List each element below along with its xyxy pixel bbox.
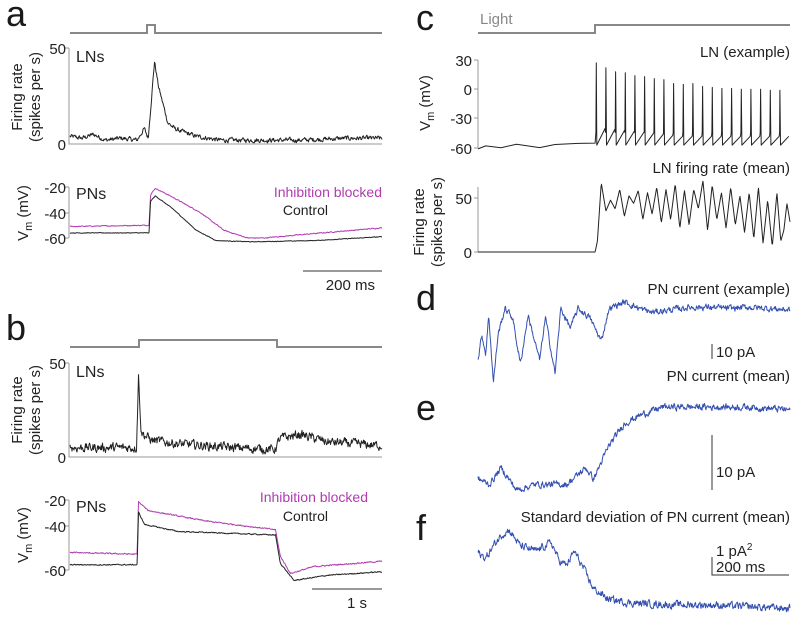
- panel-label-a: a: [6, 0, 27, 34]
- y-axis-label: Vm (mV): [15, 185, 35, 241]
- scale-bar-label: 200 ms: [326, 277, 375, 294]
- scale-bar-label: 200 ms: [716, 559, 765, 576]
- trace-inhibition-blocked: [69, 188, 383, 239]
- tick-label: 0: [58, 450, 66, 467]
- y-axis-label: Firing rate: [9, 376, 26, 444]
- trace-ln-membrane-potential: [477, 62, 790, 150]
- plot-title: PN current (example): [647, 281, 790, 298]
- trace-ln-firing-rate: [69, 374, 383, 455]
- trace-ln-firing-rate: [69, 61, 383, 144]
- scale-bar-label: 10 pA: [716, 344, 755, 361]
- trace-inhibition-blocked: [69, 501, 383, 574]
- panel-label-d: d: [416, 277, 436, 318]
- series-b-ln: [69, 374, 383, 455]
- legend-control: Control: [283, 202, 328, 218]
- panel-label-e: e: [416, 387, 436, 428]
- tick-label: -60: [450, 141, 472, 158]
- tick-label: 30: [455, 53, 472, 70]
- plot-title: PNs: [76, 499, 106, 516]
- plot-title: LN firing rate (mean): [652, 160, 790, 177]
- tick-label: 50: [49, 41, 66, 58]
- tick-label: 50: [455, 191, 472, 208]
- stimulus-trace-a: [70, 24, 382, 34]
- y-axis-label: Firing rate: [411, 188, 428, 256]
- tick-label: 0: [464, 82, 472, 99]
- trace-ln-firing-rate: [478, 180, 791, 253]
- series-b-pn: [69, 501, 383, 582]
- series-a-pn: [69, 188, 383, 243]
- stimulus-trace-b: [70, 339, 382, 348]
- axis-a-pn: [65, 186, 70, 239]
- tick-label: 50: [49, 356, 66, 373]
- y-axis-label: Vm (mV): [15, 507, 35, 563]
- plot-title: Standard deviation of PN current (mean): [521, 509, 790, 526]
- series-c-fr: [478, 180, 791, 253]
- axis-b-ln: [65, 362, 382, 458]
- axis-c-fr: [474, 187, 479, 253]
- panel-label-b: b: [6, 307, 26, 348]
- scale-bar-label: 1 s: [347, 595, 367, 612]
- series-c-vm: [477, 62, 790, 150]
- y-axis-label: Vm (mV): [417, 75, 437, 131]
- axis-b-pn: [65, 499, 70, 571]
- plot-title: PNs: [76, 186, 106, 203]
- tick-label: -20: [44, 180, 66, 197]
- y-axis-label: (spikes per s): [429, 177, 446, 267]
- y-axis-label: (spikes per s): [27, 52, 44, 142]
- plot-title: LNs: [76, 364, 104, 381]
- panel-label-c: c: [416, 0, 434, 38]
- series-d: [477, 299, 791, 383]
- trace-pn-current: [477, 299, 791, 383]
- series-f: [477, 528, 791, 613]
- panel-label-f: f: [416, 507, 427, 548]
- trace-control: [69, 195, 383, 243]
- light-label: Light: [480, 11, 513, 28]
- axis-c-vm: [474, 59, 479, 149]
- scale-bar-label: 10 pA: [716, 464, 755, 481]
- scale-bar-f: [711, 557, 789, 576]
- tick-label: -40: [44, 519, 66, 536]
- tick-label: -20: [44, 493, 66, 510]
- y-axis-label: Firing rate: [9, 63, 26, 131]
- trace-control: [69, 511, 382, 582]
- tick-label: -40: [44, 206, 66, 223]
- plot-title: PN current (mean): [667, 368, 790, 385]
- light-stimulus-trace: [478, 24, 790, 34]
- scale-bar-label: 1 pA2: [716, 542, 753, 560]
- legend-inhibition-blocked: Inhibition blocked: [260, 489, 368, 505]
- legend-inhibition-blocked: Inhibition blocked: [274, 184, 382, 200]
- tick-label: 0: [464, 245, 472, 262]
- tick-label: -60: [44, 231, 66, 248]
- axis-a-ln: [65, 47, 382, 145]
- plot-title: LNs: [76, 49, 104, 66]
- tick-label: 0: [58, 137, 66, 154]
- series-a-ln: [69, 61, 383, 144]
- plot-title: LN (example): [700, 44, 790, 61]
- trace-pn-current: [477, 402, 791, 493]
- tick-label: -60: [44, 563, 66, 580]
- tick-label: -30: [450, 111, 472, 128]
- legend-control: Control: [283, 508, 328, 524]
- series-e: [477, 402, 791, 493]
- y-axis-label: (spikes per s): [27, 365, 44, 455]
- trace-sd-of-pn-current: [477, 528, 791, 613]
